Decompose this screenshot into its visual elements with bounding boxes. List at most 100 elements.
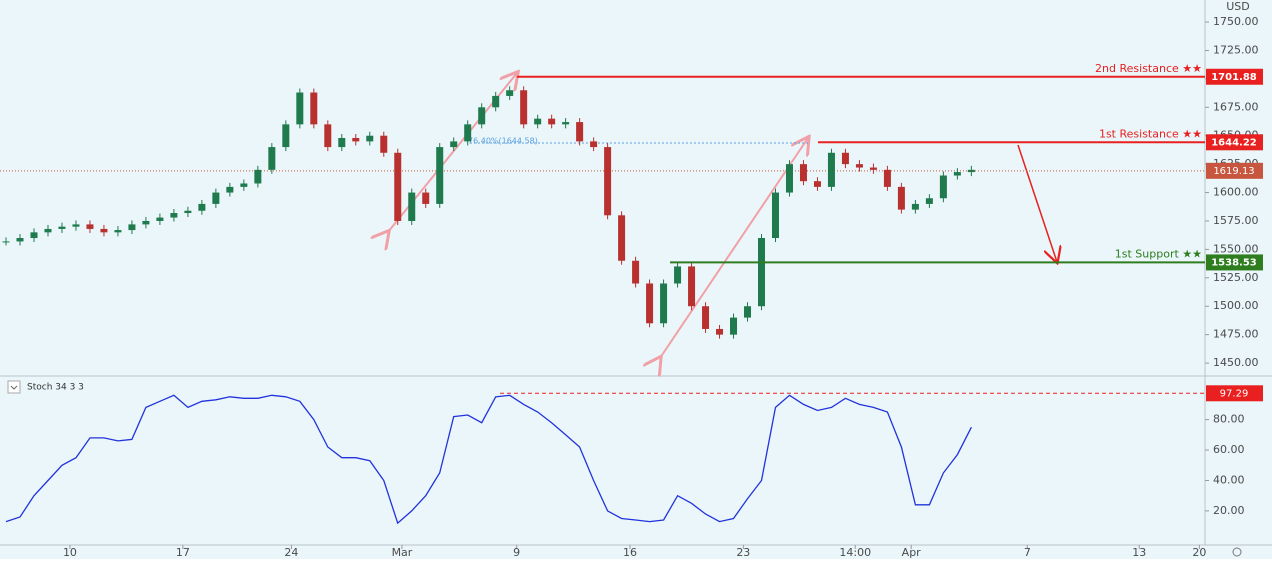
candle-body [296,92,304,125]
candle-body [254,169,262,184]
collapse-button[interactable] [7,380,21,394]
candle-body [716,328,724,335]
candle-body [674,266,682,284]
candle-body [394,152,402,221]
candle-body [869,167,877,170]
stoch-level-tag [1206,385,1263,402]
candle-body [58,226,66,229]
candle-body [338,137,346,148]
level-name: 1st Resistance ★★ [1099,127,1202,140]
y-tick-label: 1600.00 [1213,186,1259,199]
candle-body [855,164,863,168]
candle-body [841,152,849,165]
candle-body [380,135,388,153]
candle-body [883,169,891,187]
last-price-tag [1206,162,1263,179]
candle-body [799,164,807,182]
level-value: 1644.22 [1211,137,1257,148]
x-tick-label: 20 [1192,546,1206,559]
level-value: 1701.88 [1211,72,1257,83]
candle-body [352,137,360,142]
collapse-icon [10,385,18,390]
candle-body [436,147,444,204]
stoch-level-value: 97.29 [1220,388,1249,399]
candle-body [506,90,514,96]
y-tick-label: 1750.00 [1213,15,1259,28]
candle-body [282,124,290,148]
candle-body [897,186,905,210]
candle-body [702,306,710,329]
candle-body [198,203,206,211]
candle-body [813,181,821,187]
candle-body [534,118,542,125]
pattern-arrow [660,138,808,358]
y-tick-label: 20.00 [1213,504,1245,517]
projection-arrow [1017,144,1057,262]
level-tag [1206,134,1263,151]
candle-body [422,192,430,204]
candle-body [771,192,779,239]
candle-body [142,220,150,225]
candle-body [450,141,458,148]
candle-body [520,90,528,125]
x-tick-label: Apr [902,546,922,559]
candle-body [744,306,752,318]
candle-body [170,213,178,218]
candle-body [646,283,654,324]
candle-body [268,147,276,170]
y-tick-label: 60.00 [1213,443,1245,456]
stoch-line [5,394,972,525]
x-tick-label: 14:00 [839,546,871,559]
x-tick-label: 24 [284,546,298,559]
candle-body [100,228,108,233]
candle-body [128,224,136,231]
candle-body [324,124,332,148]
y-tick-label: 1525.00 [1213,271,1259,284]
y-tick-label: 1550.00 [1213,242,1259,255]
candle-body [226,186,234,193]
candle-body [758,238,766,307]
candle-body [730,317,738,335]
candle-body [44,228,52,233]
y-tick-label: 40.00 [1213,473,1245,486]
footer-strip [0,559,1272,576]
candle-body [184,210,192,214]
candle-body [30,232,38,239]
candle-body [925,198,933,204]
candle-body [911,203,919,210]
candle-body [548,118,556,125]
x-tick-label: 10 [63,546,77,559]
settings-icon[interactable] [1232,547,1242,557]
candle-body [72,224,80,227]
level-name: 1st Support ★★ [1115,247,1202,260]
x-tick-label: Mar [392,546,413,559]
candle-body [688,266,696,307]
candle-body [408,192,416,221]
candle-body [785,164,793,193]
x-tick-label: 7 [1024,546,1031,559]
y-tick-label: 80.00 [1213,413,1245,426]
candle-body [86,224,94,229]
x-tick-label: 23 [736,546,750,559]
candle-body [366,135,374,142]
candle-body [478,107,486,125]
candle-body [632,260,640,284]
last-price-value: 1619.13 [1213,166,1254,177]
y-tick-label: 1575.00 [1213,214,1259,227]
x-tick-label: 16 [623,546,637,559]
x-tick-label: 17 [176,546,190,559]
fib-annotation: 76.40%(1644.58) [468,137,538,146]
candle-body [604,147,612,216]
level-tag [1206,254,1263,271]
candle-body [939,175,947,199]
candle-body [618,215,626,261]
candle-body [310,92,318,125]
candle-body [492,95,500,108]
candle-body [660,283,668,324]
currency-label: USD [1226,0,1250,13]
candle-body [2,241,10,243]
y-tick-label: 1475.00 [1213,328,1259,341]
candle-body [953,172,961,176]
